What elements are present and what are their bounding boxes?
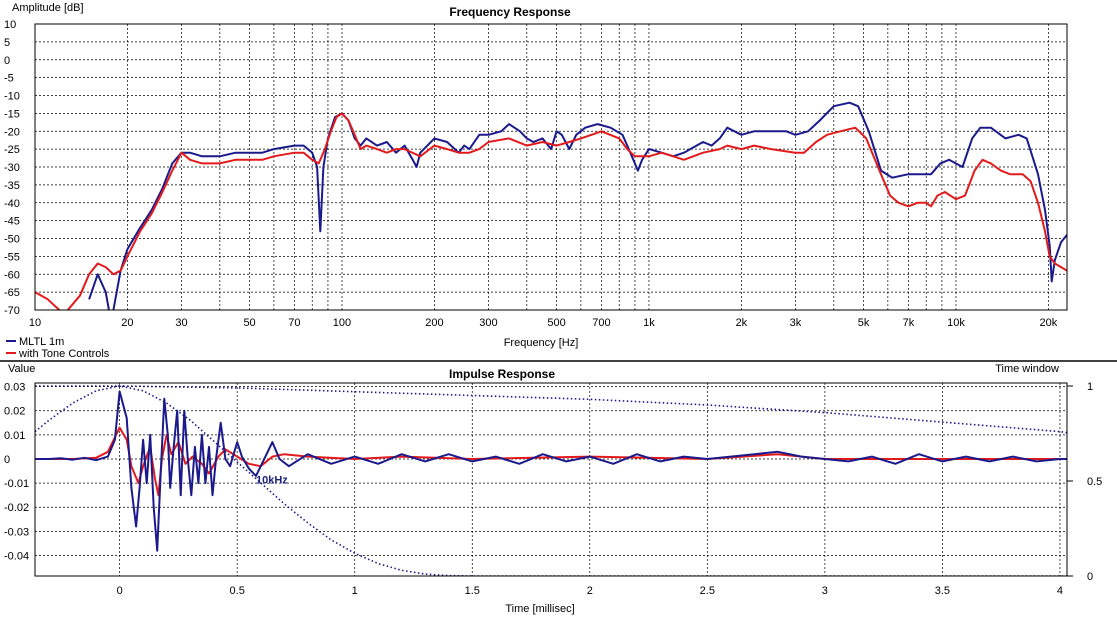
- fr-y-tick: -40: [4, 198, 20, 210]
- ir-series-line-3: [35, 385, 1067, 434]
- ir-annotation-10khz: 10kHz: [256, 475, 288, 487]
- fr-x-tick: 300: [479, 317, 497, 329]
- fr-plot-frame: [34, 23, 1068, 311]
- ir-xlabel: Time [millisec]: [505, 603, 574, 615]
- ir-x-tick: 0.5: [230, 585, 245, 597]
- fr-series-line-0: [88, 101, 1067, 310]
- fr-x-tick: 500: [547, 317, 565, 329]
- ir-plot-frame: [34, 382, 1068, 577]
- fr-x-tick: 20: [121, 317, 133, 329]
- fr-y-tick: -65: [4, 287, 20, 299]
- fr-y-tick: -5: [4, 73, 14, 85]
- ir-y2-tick: 0: [1087, 571, 1093, 583]
- ir-y-tick: -0.03: [4, 526, 29, 538]
- legend: MLTL 1m with Tone Controls: [6, 336, 110, 360]
- ir-x-tick: 3.5: [935, 585, 950, 597]
- fr-y-tick: -45: [4, 216, 20, 228]
- fr-x-tick: 1k: [643, 317, 655, 329]
- fr-y-tick: 10: [4, 19, 16, 31]
- ir-series: [35, 385, 1067, 576]
- ir-y-tick: -0.02: [4, 502, 29, 514]
- ir-y-tick: 0.01: [4, 430, 25, 442]
- fr-series: [35, 101, 1067, 310]
- fr-x-tick: 7k: [903, 317, 915, 329]
- fr-x-tick: 10: [29, 317, 41, 329]
- fr-y-tick: -30: [4, 162, 20, 174]
- fr-x-tick: 100: [333, 317, 351, 329]
- ir-x-tick-labels: 0 0.5 1 1.5 2 2.5 3 3.5 4: [117, 585, 1063, 597]
- ir-x-tick: 2: [587, 585, 593, 597]
- fr-y-tick: -15: [4, 108, 20, 120]
- ir-x-tick: 4: [1057, 585, 1063, 597]
- fr-y-tick: -10: [4, 91, 20, 103]
- fr-y-tick: 0: [4, 55, 10, 67]
- ir-y-tick-labels: 0.03 0.02 0.01 0 -0.01 -0.02 -0.03 -0.04: [4, 382, 29, 563]
- fr-x-tick: 50: [243, 317, 255, 329]
- fr-x-tick: 20k: [1039, 317, 1057, 329]
- legend-label-mltl: MLTL 1m: [19, 336, 64, 348]
- fr-x-tick: 200: [425, 317, 443, 329]
- fr-ylabel: Amplitude [dB]: [12, 2, 84, 14]
- ir-x-tick: 0: [117, 585, 123, 597]
- fr-x-tick: 10k: [947, 317, 965, 329]
- ir-y2-tick-labels: 10.50: [1067, 381, 1102, 583]
- ir-y-tick: -0.01: [4, 478, 29, 490]
- ir-x-tick: 2.5: [700, 585, 715, 597]
- fr-series-line-1: [35, 112, 1067, 310]
- fr-y-tick: 5: [4, 37, 10, 49]
- fr-y-tick-labels: 10 5 0 -5 -10 -15 -20 -25 -30 -35 -40 -45 -50 -55 -60 -…: [4, 19, 20, 317]
- fr-y-tick: -35: [4, 180, 20, 192]
- fr-y-tick: -50: [4, 234, 20, 246]
- fr-x-tick: 2k: [736, 317, 748, 329]
- fr-title: Frequency Response: [449, 5, 571, 19]
- ir-y-tick: 0.03: [4, 382, 25, 394]
- fr-y-tick: -55: [4, 251, 20, 263]
- fr-y-tick: -70: [4, 305, 20, 317]
- fr-x-tick: 5k: [858, 317, 870, 329]
- fr-y-tick: -25: [4, 144, 20, 156]
- ir-y-tick: 0.02: [4, 406, 25, 418]
- ir-ylabel: Value: [8, 363, 35, 375]
- fr-x-tick: 3k: [790, 317, 802, 329]
- ir-x-tick: 3: [822, 585, 828, 597]
- fr-x-tick: 30: [175, 317, 187, 329]
- ir-y2label: Time window: [995, 363, 1059, 375]
- ir-title: Impulse Response: [449, 367, 555, 381]
- frequency-response-chart: Amplitude [dB] Frequency Response 1050-5…: [4, 2, 1068, 360]
- fr-x-tick: 70: [288, 317, 300, 329]
- fr-y-tick: -20: [4, 126, 20, 138]
- ir-y2-tick: 1: [1087, 381, 1093, 393]
- ir-y-tick: -0.04: [4, 550, 29, 562]
- ir-x-tick: 1: [352, 585, 358, 597]
- ir-y2-tick: 0.5: [1087, 476, 1102, 488]
- fr-x-tick-labels: 10 20 30 50 70 100 200 300 500 700 1k 2k 3k 5k 7k 10k 20…: [29, 317, 1058, 329]
- fr-x-tick: 700: [592, 317, 610, 329]
- ir-series-line-1: [35, 426, 1067, 497]
- impulse-response-chart: Value Impulse Response Time window 0.030…: [4, 363, 1102, 615]
- fr-xlabel: Frequency [Hz]: [504, 337, 579, 349]
- legend-label-tone: with Tone Controls: [18, 348, 110, 360]
- fr-y-tick: -60: [4, 269, 20, 281]
- ir-y-tick: 0: [4, 454, 10, 466]
- ir-series-line-0: [35, 390, 1067, 552]
- ir-x-tick: 1.5: [465, 585, 480, 597]
- fr-grid: [34, 23, 1067, 311]
